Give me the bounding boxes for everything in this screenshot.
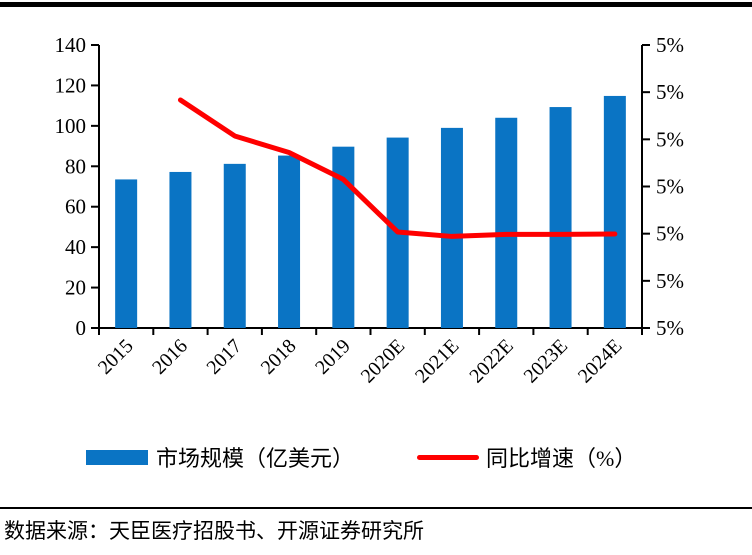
bar-2023E: [549, 107, 572, 328]
bar-2021E: [440, 127, 463, 328]
x-axis-category-label: 2020E: [357, 335, 409, 387]
left-axis-tick-label: 20: [65, 276, 86, 300]
right-axis-tick-label: 5%: [656, 269, 684, 293]
legend-line-swatch: [417, 455, 479, 460]
chart-svg: 140 120 100 80 60 40 20 0 5% 5% 5% 5% 5% 5% 5% 2015 2016…: [55, 33, 685, 387]
right-axis-tick-label: 5%: [656, 222, 684, 246]
data-source-text: 数据来源：天臣医疗招股书、开源证券研究所: [4, 519, 424, 543]
left-axis-tick-label: 40: [65, 235, 86, 259]
top-divider-rule: [0, 2, 752, 7]
bar-2017: [223, 163, 246, 328]
right-axis-tick-label: 5%: [656, 127, 684, 151]
x-axis-category-label: 2021E: [411, 335, 463, 387]
bottom-divider-rule: [0, 507, 752, 509]
left-axis-tick-label: 60: [65, 195, 86, 219]
x-axis-category-label: 2023E: [520, 335, 572, 387]
chart-legend: 市场规模（亿美元） 同比增速（%）: [0, 438, 752, 472]
legend-bar-swatch: [86, 450, 148, 465]
bar-2018: [278, 155, 301, 328]
left-axis-tick-label: 100: [55, 114, 87, 138]
growth-line: [177, 97, 618, 239]
right-axis-tick-label: 5%: [656, 80, 684, 104]
x-axis-category-label: 2016: [148, 335, 192, 379]
x-axis-category-label: 2018: [257, 335, 301, 379]
bar-2016: [169, 171, 192, 328]
bar-2024E: [603, 95, 626, 328]
bar-2019: [332, 146, 355, 328]
right-axis-tick-label: 5%: [656, 33, 684, 57]
x-axis-category-label: 2019: [311, 335, 355, 379]
x-axis-category-label: 2017: [202, 335, 246, 379]
x-axis-category-label: 2024E: [574, 335, 626, 387]
x-axis-category-label: 2022E: [465, 335, 517, 387]
legend-bar-label: 市场规模（亿美元）: [156, 446, 355, 471]
right-axis-tick-label: 5%: [656, 316, 684, 340]
left-axis-tick-label: 140: [55, 33, 87, 57]
x-axis-category-label: 2015: [94, 335, 138, 379]
right-axis-tick-label: 5%: [656, 175, 684, 199]
bar-2015: [115, 179, 138, 328]
left-axis-tick-label: 0: [76, 316, 87, 340]
left-axis-tick-label: 80: [65, 154, 86, 178]
legend-line-label: 同比增速（%）: [486, 446, 637, 471]
bar-2022E: [495, 117, 518, 329]
left-axis-tick-label: 120: [55, 73, 87, 97]
